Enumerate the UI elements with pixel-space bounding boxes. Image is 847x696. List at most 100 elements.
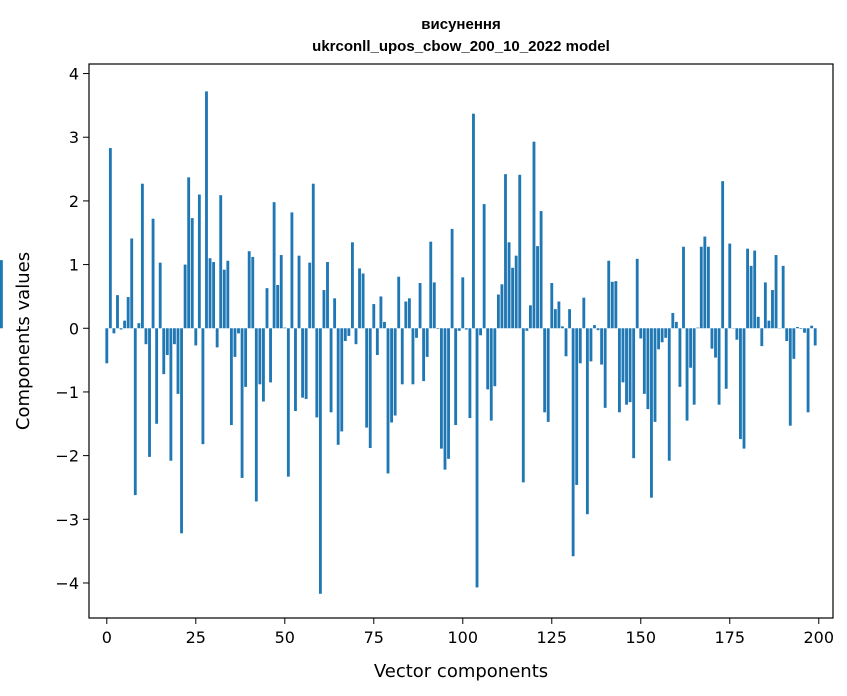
bar-97: [450, 228, 454, 329]
bar-18: [169, 328, 173, 461]
bar-4: [119, 328, 123, 330]
bar-67: [343, 328, 347, 341]
bar-110: [496, 294, 500, 329]
bar-83: [400, 328, 404, 385]
bar-152: [646, 328, 650, 410]
bar-84: [404, 301, 408, 329]
bar-53: [294, 328, 297, 412]
bar-142: [610, 281, 614, 329]
bar-37: [237, 328, 240, 334]
y-tick-label: 0: [69, 319, 79, 338]
bar-52: [290, 212, 294, 329]
bar-132: [575, 328, 579, 485]
bar-87: [415, 328, 418, 338]
bar-91: [429, 241, 433, 329]
bar-169: [706, 246, 710, 329]
bar-32: [219, 195, 223, 329]
bar-106: [482, 204, 486, 329]
bar-188: [774, 255, 778, 329]
bar-43: [258, 328, 262, 385]
bar-165: [692, 328, 696, 405]
bar-15: [158, 262, 162, 329]
bar-108: [489, 328, 493, 421]
bar-104: [475, 328, 479, 588]
bar-59: [315, 328, 319, 418]
bar-21: [180, 328, 183, 534]
bar-23: [187, 177, 191, 329]
bar-139: [600, 328, 604, 365]
bar-56: [304, 328, 308, 399]
x-tick-label: 50: [275, 628, 295, 647]
bar-174: [724, 328, 728, 389]
bar-14: [155, 328, 159, 424]
bar-119: [528, 305, 532, 329]
bar-24: [190, 218, 194, 329]
bar-60: [318, 328, 322, 594]
bar-74: [368, 328, 372, 448]
bar-185: [763, 282, 767, 329]
bar-114: [511, 267, 515, 329]
bar-93: [436, 328, 440, 329]
bar-12: [148, 328, 151, 457]
bar-50: [283, 327, 287, 329]
bar-29: [208, 258, 212, 329]
y-axis-ticks: −4 −3 −2 −1 0 1 2 3 4: [55, 65, 89, 593]
bar-158: [667, 328, 671, 461]
bar-175: [728, 243, 732, 329]
y-tick-label: 1: [69, 256, 79, 275]
bar-109: [493, 328, 497, 387]
bar-35: [229, 328, 233, 426]
bar-57: [308, 262, 312, 329]
bar-170: [710, 328, 714, 349]
x-tick-label: 150: [625, 628, 656, 647]
bars-group: [0, 91, 817, 594]
bar-40: [247, 251, 251, 329]
bar-102: [468, 328, 472, 419]
bar-159: [671, 312, 675, 329]
bar-156: [660, 328, 664, 343]
bar-36: [233, 328, 237, 357]
bar-85: [407, 298, 411, 329]
bar-76: [375, 328, 379, 356]
bar-166: [696, 327, 700, 329]
bar-38: [240, 328, 244, 478]
bar-164: [689, 328, 693, 368]
bar-138: [596, 328, 600, 331]
bar-134: [582, 297, 586, 329]
bar-86: [411, 328, 415, 385]
bar-54: [297, 255, 301, 329]
bar-77: [379, 296, 383, 329]
y-tick-label: −4: [55, 574, 79, 593]
x-tick-label: 100: [448, 628, 479, 647]
bar-186: [767, 320, 771, 329]
bar-135: [585, 328, 589, 515]
bar-184: [760, 328, 764, 347]
bar-66: [340, 328, 344, 432]
bar-7: [130, 238, 134, 329]
bar-149: [635, 258, 639, 329]
bar-131: [571, 328, 575, 557]
bar-46: [269, 328, 272, 383]
bar-95: [443, 328, 447, 470]
bar-39: [244, 328, 248, 387]
y-tick-label: 3: [69, 128, 79, 147]
bar-30: [212, 262, 216, 329]
bar-124: [546, 328, 550, 422]
bar-193: [792, 328, 796, 359]
x-tick-label: 125: [537, 628, 568, 647]
bar-5: [123, 320, 127, 329]
bar-75: [372, 304, 376, 329]
bar-8: [133, 328, 137, 496]
bar-167: [699, 246, 703, 329]
bar-96: [447, 328, 450, 459]
bar-2: [112, 328, 116, 334]
bar-150: [639, 328, 643, 339]
bar-105: [479, 328, 483, 336]
bar-153: [650, 328, 653, 498]
bar-100: [461, 277, 465, 329]
bar-117: [521, 328, 525, 483]
bar-127: [557, 301, 561, 329]
bar-147: [628, 328, 632, 403]
bar-160: [674, 321, 678, 329]
